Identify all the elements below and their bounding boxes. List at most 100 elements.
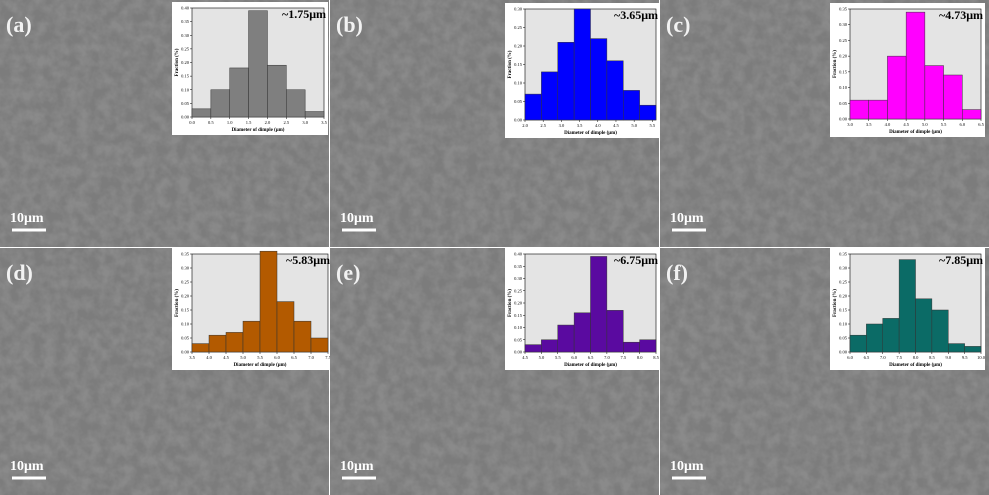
bar: [225, 332, 244, 353]
y-tick-label: 0.10: [514, 325, 523, 330]
y-tick-label: 0.00: [514, 350, 523, 355]
bar: [943, 74, 963, 120]
x-axis-label: Diameter of dimple (μm): [564, 131, 617, 136]
annotation: ~1.75μm: [282, 7, 326, 21]
y-tick-label: 0.00: [181, 350, 190, 355]
x-tick-label: 8.0: [913, 355, 919, 360]
x-tick-label: 8.5: [929, 355, 935, 360]
y-tick-label: 0.20: [839, 54, 848, 59]
y-tick-label: 0.35: [839, 252, 848, 257]
y-axis-label: Fraction (%): [508, 289, 513, 317]
y-axis-label: Fraction (%): [175, 289, 180, 317]
y-tick-label: 0.30: [839, 22, 848, 27]
y-tick-label: 0.30: [514, 7, 523, 12]
panel-label: (f): [666, 260, 688, 285]
y-tick-label: 0.25: [181, 46, 190, 51]
bar: [948, 343, 965, 353]
x-axis-label: Diameter of dimple (μm): [564, 363, 617, 368]
x-tick-label: 4.0: [595, 123, 601, 128]
x-tick-label: 5.5: [555, 355, 561, 360]
bar: [210, 89, 230, 118]
y-tick-label: 0.20: [181, 60, 190, 65]
scale-label: 10μm: [670, 459, 704, 474]
y-tick-label: 0.15: [839, 69, 848, 74]
bar: [524, 93, 542, 121]
bar: [639, 339, 657, 353]
bar: [924, 65, 944, 120]
x-tick-label: 5.5: [650, 123, 656, 128]
y-tick-label: 0.35: [181, 252, 190, 257]
panel-label: (d): [6, 260, 33, 285]
y-tick-label: 0.25: [514, 288, 523, 293]
bar: [208, 334, 227, 353]
y-tick-label: 0.15: [514, 313, 523, 318]
x-axis-label: Diameter of dimple (μm): [889, 130, 942, 135]
x-axis-label: Diameter of dimple (μm): [889, 363, 942, 368]
x-tick-label: 7.5: [620, 355, 626, 360]
x-tick-label: 1.5: [246, 120, 252, 125]
x-tick-label: 3.0: [847, 122, 853, 127]
bar: [849, 334, 867, 353]
x-tick-label: 7.0: [604, 355, 610, 360]
annotation: ~7.85μm: [939, 253, 983, 267]
x-tick-label: 4.5: [613, 123, 619, 128]
y-tick-label: 0.00: [839, 117, 848, 122]
x-tick-label: 3.5: [321, 120, 327, 125]
x-tick-label: 2.5: [540, 123, 546, 128]
bar: [541, 339, 558, 353]
x-tick-label: 3.0: [302, 120, 308, 125]
y-axis-label: Fraction (%): [175, 48, 180, 76]
y-tick-label: 0.20: [514, 301, 523, 306]
y-tick-label: 0.15: [514, 62, 523, 67]
x-tick-label: 3.5: [577, 123, 583, 128]
bar: [606, 310, 624, 353]
x-tick-label: 5.0: [922, 122, 928, 127]
y-tick-label: 0.25: [839, 280, 848, 285]
x-tick-label: 0.0: [189, 120, 195, 125]
x-tick-label: 7.0: [880, 355, 886, 360]
bar: [286, 89, 306, 118]
bar: [849, 99, 869, 120]
y-axis-label: Fraction (%): [833, 289, 838, 317]
bar: [962, 109, 982, 120]
bar: [248, 10, 268, 118]
y-tick-label: 0.05: [181, 101, 190, 106]
bar: [639, 104, 657, 121]
y-tick-label: 0.05: [181, 336, 190, 341]
x-tick-label: 7.0: [308, 355, 314, 360]
x-tick-label: 8.0: [637, 355, 643, 360]
y-tick-label: 0.15: [181, 74, 190, 79]
scale-label: 10μm: [340, 211, 374, 226]
bar: [304, 111, 325, 118]
bar: [242, 320, 261, 353]
y-tick-label: 0.30: [181, 266, 190, 271]
annotation: ~5.83μm: [286, 253, 330, 267]
bar: [590, 256, 608, 353]
bar: [868, 99, 888, 120]
y-tick-label: 0.35: [514, 264, 523, 269]
bar: [898, 259, 916, 353]
x-tick-label: 7.5: [325, 355, 331, 360]
y-tick-label: 0.30: [514, 276, 523, 281]
x-tick-label: 4.5: [903, 122, 909, 127]
x-tick-label: 6.5: [864, 355, 870, 360]
y-tick-label: 0.10: [514, 81, 523, 86]
y-tick-label: 0.30: [181, 33, 190, 38]
x-tick-label: 1.0: [227, 120, 233, 125]
x-tick-label: 6.0: [571, 355, 577, 360]
y-tick-label: 0.40: [181, 6, 190, 11]
annotation: ~4.73μm: [939, 8, 983, 22]
x-tick-label: 6.0: [274, 355, 280, 360]
bar: [623, 341, 640, 353]
bar: [887, 55, 907, 120]
bar: [310, 337, 329, 353]
bar: [964, 346, 982, 353]
y-tick-label: 0.00: [839, 350, 848, 355]
bar: [267, 64, 287, 118]
y-tick-label: 0.05: [839, 336, 848, 341]
bar: [882, 318, 900, 353]
bar: [623, 90, 640, 121]
bar: [557, 324, 575, 353]
y-tick-label: 0.05: [839, 101, 848, 106]
bar: [557, 42, 575, 121]
